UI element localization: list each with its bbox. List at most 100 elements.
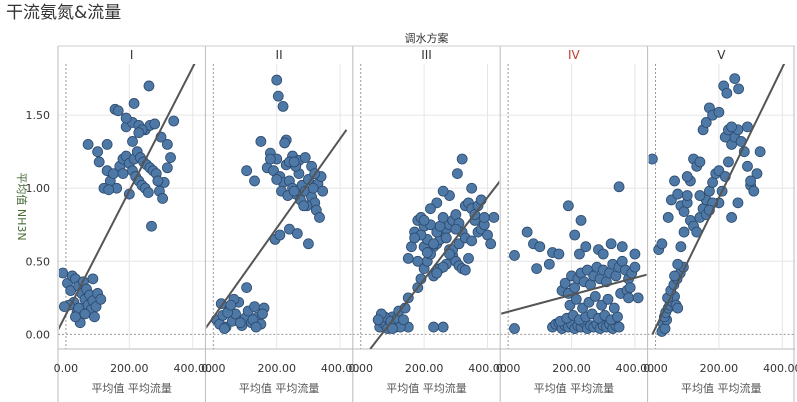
data-point[interactable] bbox=[521, 226, 533, 238]
data-point[interactable] bbox=[602, 293, 614, 305]
data-point[interactable] bbox=[531, 263, 543, 275]
data-point[interactable] bbox=[241, 165, 253, 177]
data-point[interactable] bbox=[450, 223, 462, 235]
data-point[interactable] bbox=[157, 193, 169, 204]
data-point[interactable] bbox=[669, 270, 680, 282]
data-point[interactable] bbox=[103, 184, 115, 196]
data-point[interactable] bbox=[133, 127, 145, 139]
data-point[interactable] bbox=[589, 290, 601, 302]
data-point[interactable] bbox=[272, 90, 284, 102]
data-point[interactable] bbox=[751, 168, 763, 180]
data-point[interactable] bbox=[694, 156, 706, 168]
data-point[interactable] bbox=[543, 258, 555, 270]
data-point[interactable] bbox=[694, 190, 706, 201]
data-point[interactable] bbox=[597, 248, 609, 260]
data-point[interactable] bbox=[95, 293, 107, 305]
data-point[interactable] bbox=[574, 248, 585, 260]
data-point[interactable] bbox=[726, 121, 738, 133]
data-point[interactable] bbox=[291, 228, 303, 239]
data-point[interactable] bbox=[748, 185, 760, 197]
data-point[interactable] bbox=[629, 261, 641, 273]
data-point[interactable] bbox=[101, 138, 113, 150]
data-point[interactable] bbox=[299, 152, 311, 163]
data-point[interactable] bbox=[729, 73, 741, 85]
data-point[interactable] bbox=[117, 168, 129, 180]
data-point[interactable] bbox=[681, 190, 693, 201]
data-point[interactable] bbox=[274, 229, 286, 241]
data-point[interactable] bbox=[580, 241, 592, 253]
data-point[interactable] bbox=[271, 74, 283, 86]
data-point[interactable] bbox=[249, 301, 260, 313]
data-point[interactable] bbox=[127, 136, 138, 147]
data-point[interactable] bbox=[437, 185, 449, 197]
data-point[interactable] bbox=[271, 174, 283, 185]
data-point[interactable] bbox=[681, 171, 693, 182]
data-point[interactable] bbox=[616, 241, 628, 253]
data-point[interactable] bbox=[428, 321, 440, 333]
data-point[interactable] bbox=[425, 203, 436, 215]
data-point[interactable] bbox=[569, 229, 581, 241]
data-point[interactable] bbox=[723, 156, 734, 168]
data-point[interactable] bbox=[277, 100, 289, 112]
data-point[interactable] bbox=[317, 185, 329, 197]
data-point[interactable] bbox=[713, 106, 725, 118]
data-point[interactable] bbox=[149, 118, 161, 130]
data-point[interactable] bbox=[459, 264, 471, 276]
data-point[interactable] bbox=[168, 115, 180, 127]
data-point[interactable] bbox=[398, 314, 409, 326]
data-point[interactable] bbox=[672, 302, 684, 314]
data-point[interactable] bbox=[219, 323, 230, 334]
data-point[interactable] bbox=[161, 162, 173, 174]
data-point[interactable] bbox=[613, 321, 625, 333]
data-point[interactable] bbox=[152, 175, 164, 187]
data-point[interactable] bbox=[463, 252, 474, 264]
data-point[interactable] bbox=[669, 175, 680, 187]
data-point[interactable] bbox=[623, 292, 634, 304]
data-point[interactable] bbox=[412, 255, 424, 267]
data-point[interactable] bbox=[456, 153, 468, 165]
data-point[interactable] bbox=[307, 182, 319, 194]
data-point[interactable] bbox=[466, 182, 478, 194]
data-point[interactable] bbox=[742, 160, 753, 172]
data-point[interactable] bbox=[112, 105, 124, 117]
data-point[interactable] bbox=[678, 226, 690, 238]
data-point[interactable] bbox=[241, 282, 253, 294]
data-point[interactable] bbox=[662, 212, 674, 223]
data-point[interactable] bbox=[120, 112, 132, 124]
data-point[interactable] bbox=[387, 323, 398, 334]
data-point[interactable] bbox=[452, 168, 463, 180]
data-point[interactable] bbox=[726, 212, 738, 223]
data-point[interactable] bbox=[409, 232, 421, 244]
data-point[interactable] bbox=[70, 311, 81, 323]
data-point[interactable] bbox=[428, 238, 440, 250]
data-point[interactable] bbox=[372, 314, 384, 326]
data-point[interactable] bbox=[92, 146, 104, 158]
data-point[interactable] bbox=[732, 197, 744, 209]
data-point[interactable] bbox=[255, 136, 267, 147]
data-point[interactable] bbox=[249, 175, 260, 187]
data-point[interactable] bbox=[534, 241, 546, 253]
data-point[interactable] bbox=[485, 238, 497, 250]
data-point[interactable] bbox=[629, 248, 641, 260]
data-point[interactable] bbox=[161, 138, 173, 150]
data-point[interactable] bbox=[647, 153, 658, 165]
data-point[interactable] bbox=[79, 308, 91, 320]
data-point[interactable] bbox=[553, 248, 565, 260]
data-point[interactable] bbox=[89, 311, 100, 323]
data-point[interactable] bbox=[509, 323, 520, 334]
data-point[interactable] bbox=[58, 267, 69, 279]
data-point[interactable] bbox=[93, 156, 105, 168]
data-point[interactable] bbox=[146, 220, 157, 232]
data-point[interactable] bbox=[672, 258, 684, 270]
data-point[interactable] bbox=[437, 321, 449, 333]
data-point[interactable] bbox=[165, 152, 176, 163]
data-point[interactable] bbox=[250, 321, 262, 333]
data-point[interactable] bbox=[575, 214, 587, 226]
data-point[interactable] bbox=[402, 252, 414, 264]
data-point[interactable] bbox=[613, 181, 625, 193]
data-point[interactable] bbox=[142, 187, 154, 199]
data-point[interactable] bbox=[608, 302, 620, 314]
data-point[interactable] bbox=[298, 200, 310, 212]
data-point[interactable] bbox=[82, 138, 94, 150]
data-point[interactable] bbox=[488, 212, 500, 223]
